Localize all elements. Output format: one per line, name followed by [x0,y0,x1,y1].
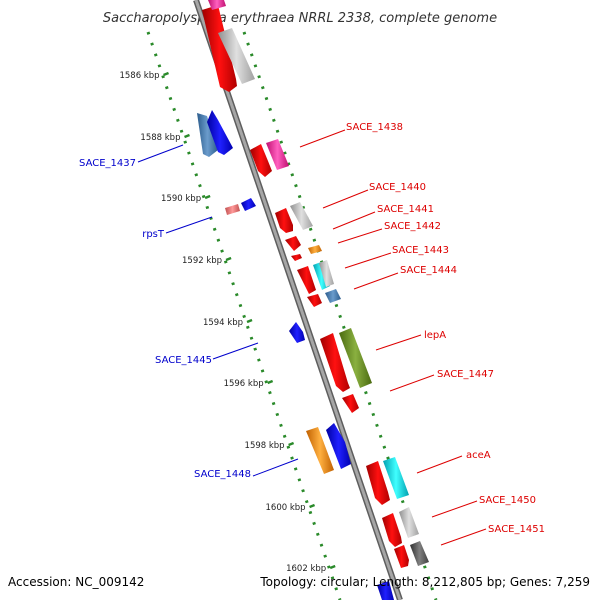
gene-arrow-sace-1451-red[interactable] [394,545,409,568]
gene-label-sace-1442[interactable]: SACE_1442 [384,221,441,232]
gene-arrow-top-gray[interactable] [218,28,255,84]
gene-arrow-sace-1444-red[interactable] [297,266,316,294]
gene-label-sace-1451[interactable]: SACE_1451 [488,524,545,535]
gene-arrow-acea-red[interactable] [366,461,390,505]
gene-arrow-sace-1438-pink[interactable] [266,139,289,170]
gene-label-sace-1441[interactable]: SACE_1441 [377,204,434,215]
accession-text: Accession: NC_009142 [8,575,144,589]
gene-label-sace-1440[interactable]: SACE_1440 [369,182,426,193]
scale-tick-label: 1602 kbp [286,564,326,574]
gene-arrow-acea-cyan[interactable] [383,457,409,499]
gene-arrow-sace-1437-a[interactable] [197,113,218,157]
gene-arrow-sace-1440-gray[interactable] [290,202,313,230]
track-guides [146,31,438,600]
scale-tick [225,256,232,262]
scale-tick [163,71,169,77]
gene-label-sace-1450[interactable]: SACE_1450 [479,495,536,506]
gene-arrow-sace-1447[interactable] [339,328,372,388]
gene-arrow-sace-1440-red[interactable] [275,208,293,233]
gene-arrow-sace-1444-steel[interactable] [325,289,341,303]
gene-arrow-sace-1437-b[interactable] [207,110,233,155]
scale-tick-label: 1592 kbp [182,256,222,266]
gene-arrow-rpst[interactable] [241,198,256,211]
page-title: Saccharopolyspora erythraea NRRL 2338, c… [103,11,497,26]
forward-strand-genes [202,0,429,600]
gene-label-sace-1438[interactable]: SACE_1438 [346,122,403,133]
gene-label-sace-1443[interactable]: SACE_1443 [392,245,449,256]
scale-tick [204,194,211,200]
scale-ticks: 1586 kbp 1588 kbp 1590 kbp 1592 kbp 1594 kbp… [119,71,336,574]
scale-tick [329,564,336,570]
gene-label-sace-1444[interactable]: SACE_1444 [400,265,457,276]
gene-arrow-top-pink[interactable] [208,0,226,10]
topology-text: Topology: circular; Length: 8,212,805 bp… [259,575,590,589]
scale-tick-label: 1586 kbp [119,71,159,81]
gene-arrow-sace-1438-red[interactable] [250,144,272,177]
gene-arrow-sace-1448-a[interactable] [306,427,334,474]
gene-arrow-sace-1445[interactable] [289,322,305,343]
gene-label-sace-1448[interactable]: SACE_1448 [194,469,251,480]
gene-arrow-bottom-blue[interactable] [377,581,394,600]
scale-tick [267,379,274,385]
reverse-strand-genes [197,110,351,474]
scale-tick-label: 1598 kbp [245,441,285,451]
gene-labels: SACE_1438 SACE_1440 SACE_1441 SACE_1442 … [79,122,545,546]
gene-arrow-sace-1444-red2[interactable] [307,294,322,307]
scale-tick [246,318,253,324]
gene-arrow-sace-1448-b[interactable] [326,423,351,469]
gene-arrow-sace-1441[interactable] [285,236,301,251]
genome-backbone [193,0,403,600]
gene-label-acea[interactable]: aceA [466,450,491,461]
gene-label-sace-1447[interactable]: SACE_1447 [437,369,494,380]
gene-label-sace-1445[interactable]: SACE_1445 [155,355,212,366]
scale-tick-label: 1588 kbp [140,133,180,143]
gene-arrow-sace-1450-red[interactable] [382,513,402,547]
gene-label-lepa[interactable]: lepA [424,330,446,341]
gene-label-rpst[interactable]: rpsT [142,229,165,240]
gene-arrow-top-red[interactable] [202,5,237,92]
gene-arrow-sace-1451-dark[interactable] [410,541,429,566]
scale-tick-label: 1596 kbp [224,379,264,389]
gene-arrow-sace-1447-small[interactable] [342,394,359,413]
scale-tick-label: 1600 kbp [266,503,306,513]
scale-tick [288,441,295,447]
gene-label-sace-1437[interactable]: SACE_1437 [79,158,136,169]
gene-arrow-lepa[interactable] [320,333,350,392]
gene-arrow-sace-1442[interactable] [291,254,302,261]
scale-tick [184,133,190,139]
scale-tick-label: 1590 kbp [161,194,201,204]
scale-tick-label: 1594 kbp [203,318,243,328]
gene-arrow-sace-1443[interactable] [308,245,322,254]
gene-arrow-rpst-partner[interactable] [225,204,240,215]
gene-arrow-sace-1444-gray[interactable] [319,260,334,287]
gene-arrow-sace-1450-gray[interactable] [399,507,419,538]
scale-tick [309,503,316,509]
